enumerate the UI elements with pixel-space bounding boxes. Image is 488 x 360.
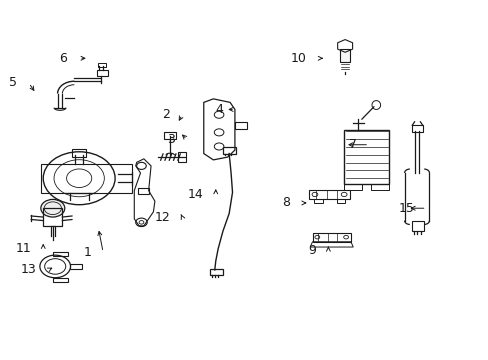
Text: 3: 3 — [167, 133, 175, 146]
Text: 13: 13 — [20, 264, 36, 276]
Text: 11: 11 — [16, 242, 31, 255]
Bar — [370, 184, 388, 190]
Bar — [97, 69, 108, 76]
Bar — [138, 189, 148, 194]
Text: 9: 9 — [308, 244, 316, 257]
Bar — [53, 252, 68, 256]
Text: 10: 10 — [290, 52, 306, 65]
Text: 15: 15 — [398, 202, 414, 215]
Bar — [53, 278, 68, 282]
Bar — [411, 125, 422, 132]
Text: 7: 7 — [348, 138, 356, 151]
Text: 1: 1 — [83, 246, 91, 259]
Bar — [312, 233, 350, 242]
Bar — [411, 221, 424, 231]
Text: 2: 2 — [162, 108, 170, 121]
Bar — [209, 269, 223, 275]
Bar — [178, 152, 185, 162]
Bar — [43, 208, 62, 226]
Bar — [41, 164, 132, 193]
Bar — [336, 199, 345, 203]
Bar — [223, 147, 236, 154]
Bar — [313, 199, 322, 203]
Bar — [343, 130, 388, 184]
Circle shape — [41, 199, 64, 217]
Text: 8: 8 — [282, 197, 289, 210]
Text: 5: 5 — [9, 76, 17, 90]
Bar — [98, 63, 105, 67]
Bar — [164, 132, 176, 139]
Bar — [340, 49, 349, 62]
Text: 14: 14 — [187, 188, 203, 201]
Bar — [308, 189, 349, 199]
Bar — [234, 122, 246, 129]
Bar — [72, 149, 86, 157]
Text: 6: 6 — [59, 52, 67, 65]
Text: 4: 4 — [215, 103, 223, 116]
Bar — [343, 184, 362, 190]
Text: 12: 12 — [154, 211, 170, 224]
Bar — [69, 264, 81, 269]
